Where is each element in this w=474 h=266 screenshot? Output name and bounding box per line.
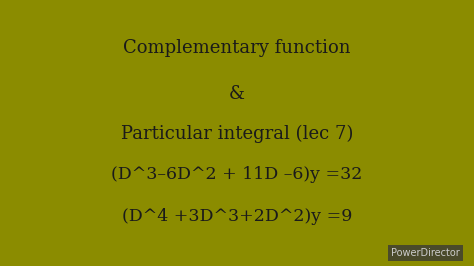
Text: (D^3–6D^2 + 11D –6)y =32: (D^3–6D^2 + 11D –6)y =32 <box>111 166 363 183</box>
Text: &: & <box>229 85 245 103</box>
Text: Particular integral (lec 7): Particular integral (lec 7) <box>121 125 353 143</box>
Text: Complementary function: Complementary function <box>123 39 351 57</box>
Text: (D^4 +3D^3+2D^2)y =9: (D^4 +3D^3+2D^2)y =9 <box>122 208 352 225</box>
Text: PowerDirector: PowerDirector <box>391 248 460 258</box>
